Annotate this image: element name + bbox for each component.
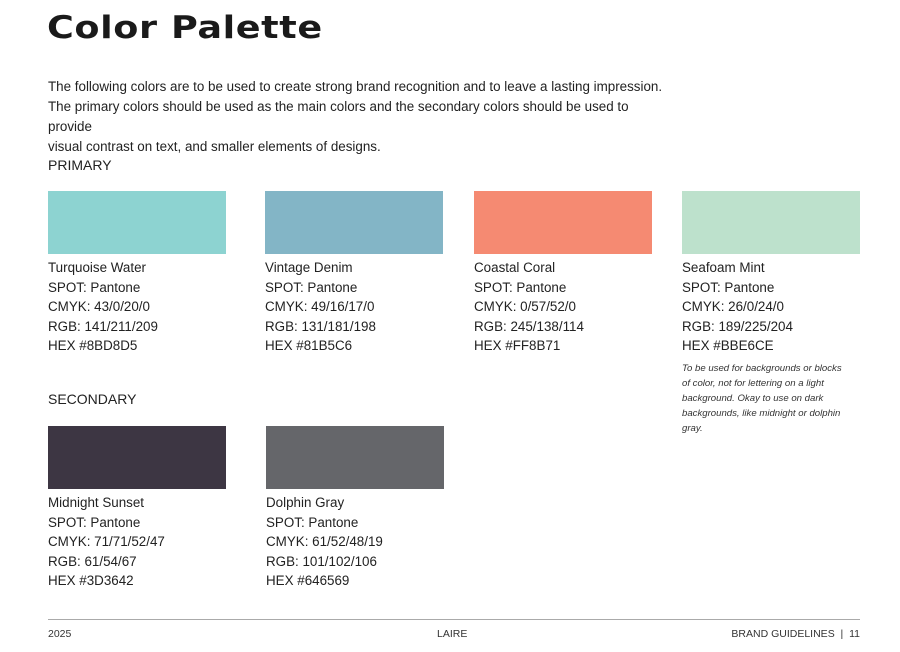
color-card-vintage-denim: Vintage Denim SPOT: Pantone CMYK: 49/16/… [265, 191, 443, 356]
color-cmyk: CMYK: 71/71/52/47 [48, 534, 165, 550]
color-hex: HEX #81B5C6 [265, 338, 353, 354]
color-spot: SPOT: Pantone [48, 279, 141, 295]
intro-line: visual contrast on text, and smaller ele… [48, 139, 381, 154]
color-spot: SPOT: Pantone [265, 279, 358, 295]
footer-divider [48, 619, 860, 620]
secondary-heading: SECONDARY [48, 391, 137, 407]
color-name: Seafoam Mint [682, 260, 765, 275]
color-rgb: RGB: 141/211/209 [48, 318, 158, 334]
page-title: Color Palette [47, 10, 323, 46]
color-card-seafoam-mint: Seafoam Mint SPOT: Pantone CMYK: 26/0/24… [682, 191, 860, 436]
color-swatch [265, 191, 443, 254]
footer-year: 2025 [48, 628, 72, 640]
usage-note: To be used for backgrounds or blocks of … [682, 362, 842, 434]
footer-brand: LAIRE [437, 628, 468, 640]
primary-heading: PRIMARY [48, 157, 112, 173]
color-name: Turquoise Water [48, 260, 146, 275]
color-hex: HEX #FF8B71 [474, 338, 561, 354]
color-cmyk: CMYK: 61/52/48/19 [266, 534, 383, 550]
color-rgb: RGB: 61/54/67 [48, 553, 137, 569]
color-cmyk: CMYK: 43/0/20/0 [48, 299, 150, 315]
color-swatch [682, 191, 860, 254]
intro-line: The following colors are to be used to c… [48, 79, 663, 94]
color-cmyk: CMYK: 26/0/24/0 [682, 299, 784, 315]
color-card-turquoise-water: Turquoise Water SPOT: Pantone CMYK: 43/0… [48, 191, 226, 356]
color-hex: HEX #BBE6CE [682, 338, 774, 354]
color-swatch [474, 191, 652, 254]
color-swatch [48, 191, 226, 254]
intro-paragraph: The following colors are to be used to c… [48, 77, 668, 157]
color-name: Midnight Sunset [48, 495, 145, 510]
color-spot: SPOT: Pantone [48, 514, 141, 530]
color-swatch [48, 426, 226, 489]
color-cmyk: CMYK: 0/57/52/0 [474, 299, 576, 315]
color-hex: HEX #8BD8D5 [48, 338, 138, 354]
color-swatch [266, 426, 444, 489]
color-spot: SPOT: Pantone [474, 279, 567, 295]
footer-section-page: BRAND GUIDELINES | 11 [731, 628, 860, 640]
color-name: Dolphin Gray [266, 495, 345, 510]
color-spot: SPOT: Pantone [266, 514, 359, 530]
color-name: Vintage Denim [265, 260, 353, 275]
color-rgb: RGB: 245/138/114 [474, 318, 584, 334]
color-hex: HEX #3D3642 [48, 573, 134, 589]
color-rgb: RGB: 101/102/106 [266, 553, 377, 569]
color-spot: SPOT: Pantone [682, 279, 775, 295]
color-name: Coastal Coral [474, 260, 556, 275]
color-hex: HEX #646569 [266, 573, 350, 589]
color-rgb: RGB: 131/181/198 [265, 318, 376, 334]
color-card-dolphin-gray: Dolphin Gray SPOT: Pantone CMYK: 61/52/4… [266, 426, 444, 591]
color-card-midnight-sunset: Midnight Sunset SPOT: Pantone CMYK: 71/7… [48, 426, 226, 591]
color-cmyk: CMYK: 49/16/17/0 [265, 299, 375, 315]
color-rgb: RGB: 189/225/204 [682, 318, 793, 334]
intro-line: The primary colors should be used as the… [48, 99, 629, 134]
color-card-coastal-coral: Coastal Coral SPOT: Pantone CMYK: 0/57/5… [474, 191, 652, 356]
